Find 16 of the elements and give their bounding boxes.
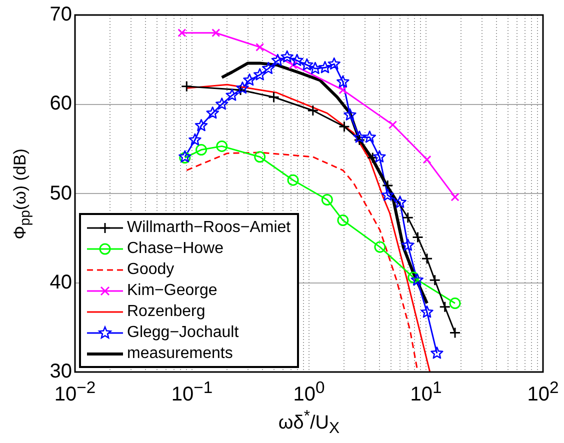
- y-tick-label: 60: [50, 92, 72, 116]
- x-tick-label: 10$^{1}$: [410, 378, 442, 407]
- legend-label: Willmarth−Roos−Amiet: [127, 218, 291, 238]
- legend-label: Goody: [127, 260, 174, 280]
- legend-label: Glegg−Jochault: [127, 323, 239, 343]
- x-axis-title: ωδ$^{*}$/U$_{X}$: [278, 408, 340, 438]
- x-tick-label: 10$^{2}$: [527, 378, 559, 407]
- x-tick-label: 10$^{0}$: [293, 378, 325, 407]
- x-tick-label: 10$^{−1}$: [171, 378, 213, 407]
- legend-label: Rozenberg: [127, 302, 206, 322]
- y-tick-label: 50: [50, 182, 72, 205]
- legend-label: measurements: [127, 344, 233, 364]
- legend-label: Kim−George: [127, 281, 218, 301]
- legend-label: Chase−Howe: [127, 239, 224, 259]
- y-tick-label: 40: [50, 271, 72, 294]
- y-tick-label: 70: [50, 4, 72, 26]
